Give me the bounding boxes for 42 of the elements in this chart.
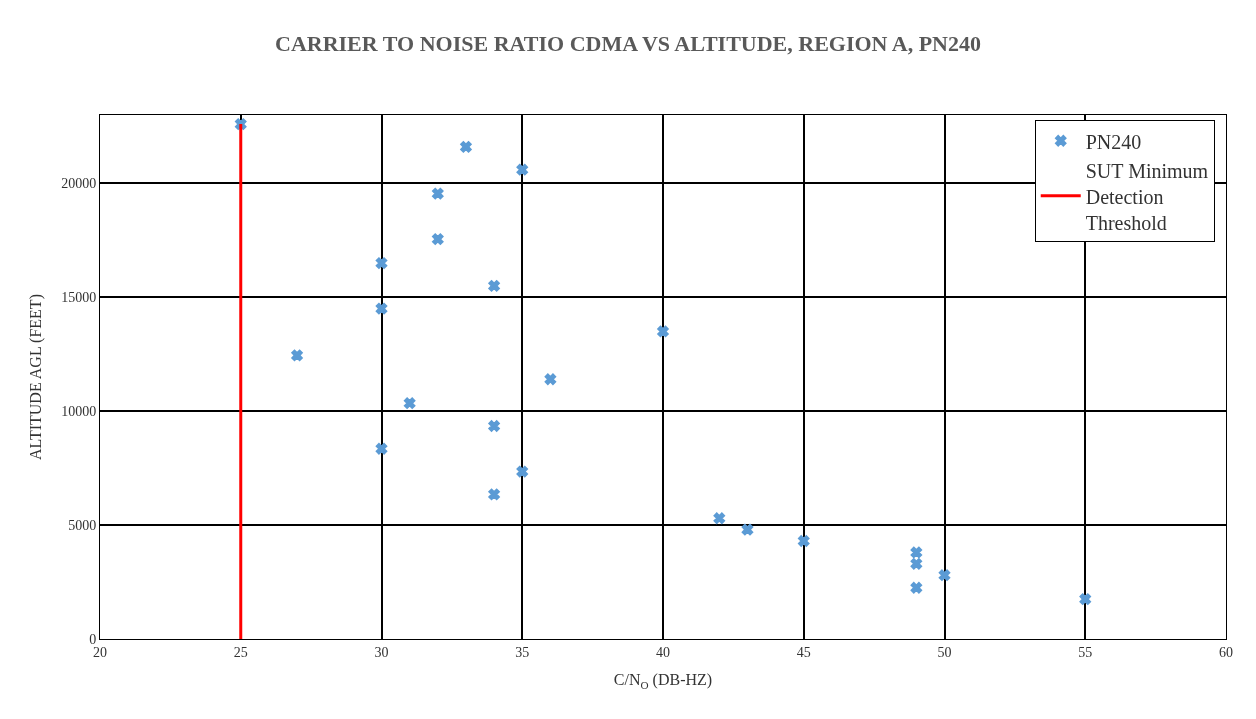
point bbox=[938, 569, 951, 582]
legend-label: PN240 bbox=[1085, 130, 1142, 153]
point bbox=[544, 373, 557, 386]
point bbox=[910, 581, 923, 594]
x-tick-label: 20 bbox=[93, 644, 107, 660]
point bbox=[910, 546, 923, 559]
x-tick-label: 50 bbox=[937, 644, 952, 660]
y-tick-label: 15000 bbox=[61, 290, 97, 306]
point bbox=[460, 141, 472, 153]
x-tick-label: 60 bbox=[1219, 644, 1233, 660]
point bbox=[375, 302, 388, 315]
y-tick-label: 10000 bbox=[61, 404, 97, 420]
chart-title: CARRIER TO NOISE RATIO CDMA VS ALTITUDE, REGION A, PN240 bbox=[275, 31, 981, 57]
y-tick-label: 20000 bbox=[61, 176, 97, 192]
x-tick-label: 35 bbox=[515, 644, 530, 660]
x-tick-label: 55 bbox=[1078, 644, 1093, 660]
point bbox=[797, 535, 810, 547]
legend-label: SUT Minimum Detection Threshold bbox=[1085, 159, 1209, 234]
point bbox=[488, 420, 500, 432]
x-axis-title: C/N$_{O}$ (DB-HZ) bbox=[613, 671, 713, 691]
point bbox=[488, 280, 500, 292]
point bbox=[713, 512, 726, 525]
point bbox=[291, 349, 303, 362]
point bbox=[910, 557, 923, 570]
x-tick-label: 25 bbox=[233, 644, 248, 660]
point bbox=[516, 465, 529, 478]
point bbox=[657, 325, 669, 338]
point bbox=[431, 187, 444, 200]
point bbox=[741, 523, 754, 536]
point bbox=[375, 442, 388, 455]
point bbox=[431, 233, 444, 246]
x-tick-label: 30 bbox=[374, 644, 389, 660]
point bbox=[403, 397, 416, 410]
x-tick-label: 40 bbox=[656, 644, 670, 660]
point bbox=[1079, 593, 1092, 605]
y-tick-label: 5000 bbox=[68, 517, 97, 533]
point bbox=[516, 163, 529, 176]
point bbox=[488, 488, 500, 501]
point bbox=[375, 257, 388, 269]
y-tick-label: 0 bbox=[89, 631, 97, 647]
y-axis-title: ALTITUDE AGL (FEET) bbox=[27, 294, 46, 460]
x-tick-label: 45 bbox=[796, 644, 811, 660]
